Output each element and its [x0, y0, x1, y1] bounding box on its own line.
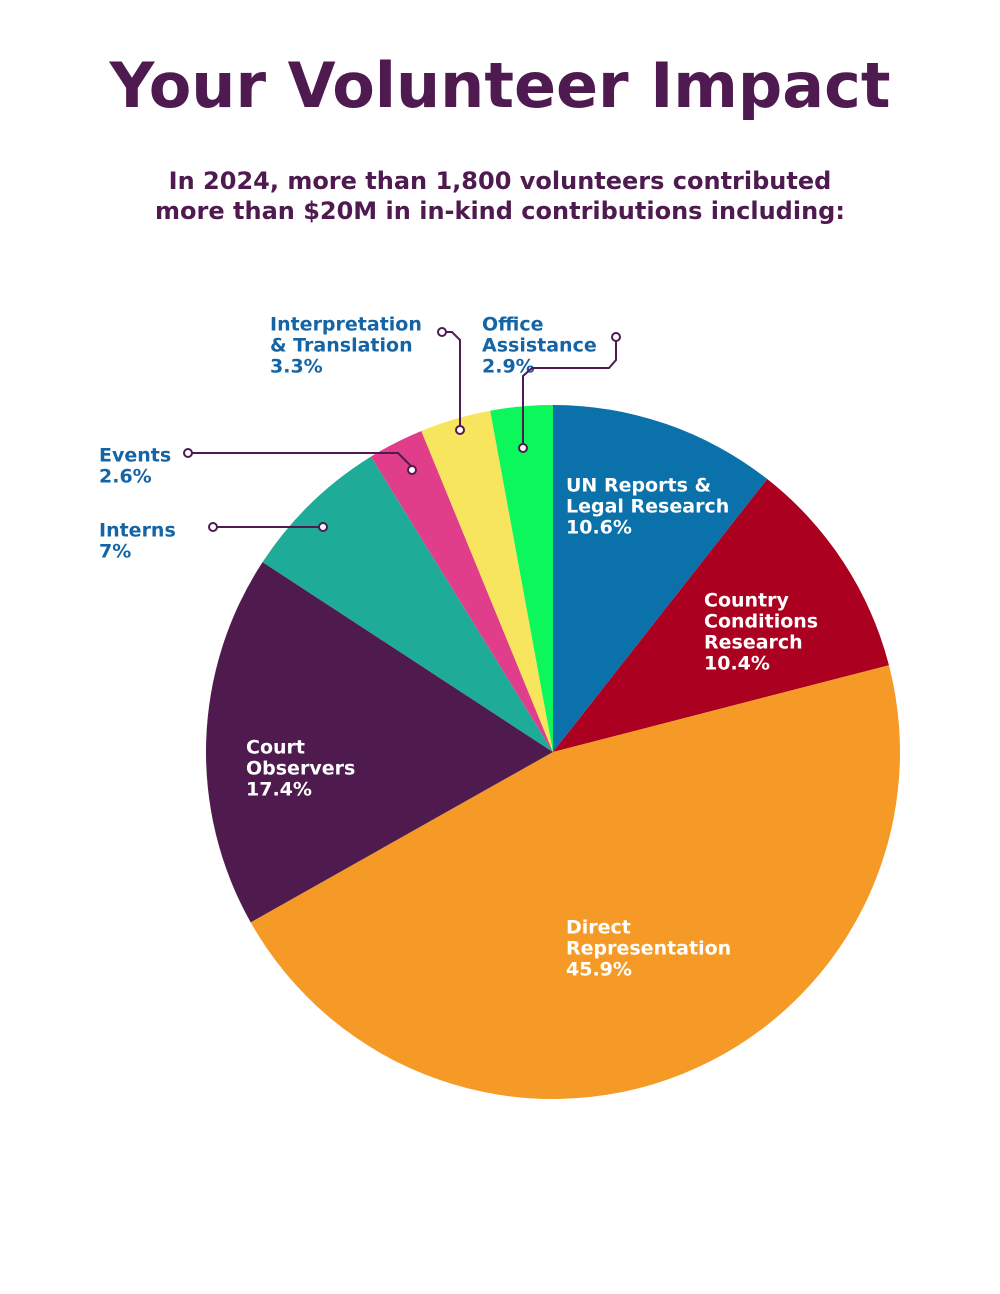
- pie-slice-country-conditions-research: [553, 479, 889, 752]
- slice-label-line: Conditions: [704, 611, 818, 633]
- slice-label-line: Legal Research: [566, 496, 729, 518]
- leader-dot-start: [611, 332, 621, 342]
- slice-label-line: Country: [704, 590, 790, 612]
- leader-dot-end: [455, 425, 465, 435]
- leader-dot-start: [208, 522, 218, 532]
- pie-slice-events: [370, 430, 553, 752]
- slice-label-line: 10.4%: [704, 653, 770, 675]
- slice-label-line: 10.6%: [566, 517, 632, 539]
- pie-slice-interpretation-and-translation: [421, 410, 553, 752]
- leader-dot-start: [183, 448, 193, 458]
- slice-label-line: Events: [99, 445, 171, 467]
- slice-label-line: 2.9%: [482, 356, 535, 378]
- pie-slice-un-reports-and-legal-research: [553, 405, 768, 752]
- slice-label-line: Interpretation: [270, 314, 422, 336]
- subtitle-line-2: more than $20M in in-kind contributions …: [155, 197, 845, 225]
- pie-slice-direct-representation: [250, 665, 900, 1099]
- pie-slice-court-observers: [205, 562, 554, 923]
- leader-dot-start: [437, 327, 447, 337]
- slice-label-line: Representation: [566, 938, 731, 960]
- slice-label-line: 45.9%: [566, 959, 632, 981]
- leader-dot-end: [518, 443, 528, 453]
- slice-label-line: UN Reports &: [566, 475, 711, 497]
- leader-dot-end: [407, 465, 417, 475]
- subtitle-line-1: In 2024, more than 1,800 volunteers cont…: [168, 167, 832, 195]
- slice-label-line: Research: [704, 632, 803, 654]
- slice-label-line: Direct: [566, 917, 631, 939]
- slice-label-line: & Translation: [270, 335, 413, 357]
- leader-line-interpretation-and-translation: [442, 331, 461, 430]
- leader-line-office-assistance: [522, 337, 617, 448]
- pie-slice-office-assistance: [490, 405, 553, 752]
- slice-label-line: Observers: [246, 758, 355, 780]
- slice-label-line: Assistance: [482, 335, 597, 357]
- slice-label-line: 17.4%: [246, 779, 312, 801]
- slice-label-line: Office: [482, 314, 544, 336]
- slice-label-line: 7%: [99, 541, 131, 563]
- slice-label-line: 2.6%: [99, 466, 152, 488]
- slice-label-line: Court: [246, 737, 305, 759]
- leader-dot-end: [318, 522, 328, 532]
- slice-label-line: Interns: [99, 520, 176, 542]
- pie-slice-interns: [262, 456, 553, 752]
- page-subtitle: In 2024, more than 1,800 volunteers cont…: [60, 166, 940, 226]
- page-title: Your Volunteer Impact: [109, 49, 891, 122]
- slice-label-line: 3.3%: [270, 356, 323, 378]
